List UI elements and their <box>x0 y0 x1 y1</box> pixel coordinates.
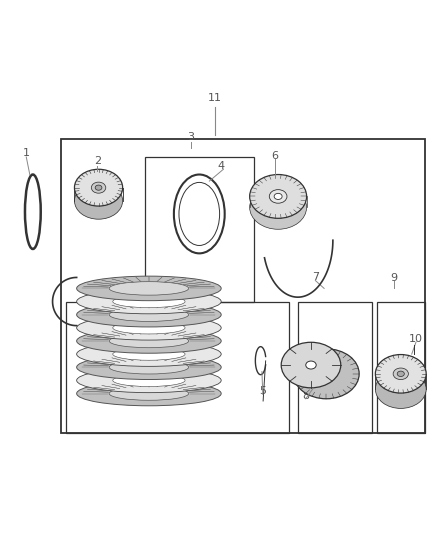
Text: 10: 10 <box>409 334 423 344</box>
Ellipse shape <box>77 355 221 379</box>
Ellipse shape <box>91 182 106 193</box>
Text: 6: 6 <box>272 151 279 161</box>
Ellipse shape <box>77 381 221 406</box>
Ellipse shape <box>375 354 426 393</box>
Text: 1: 1 <box>23 148 30 158</box>
Ellipse shape <box>109 308 189 321</box>
Ellipse shape <box>113 348 185 360</box>
Ellipse shape <box>95 185 102 190</box>
Ellipse shape <box>375 370 426 408</box>
Ellipse shape <box>113 295 185 308</box>
Text: 2: 2 <box>94 156 101 166</box>
Ellipse shape <box>323 371 330 376</box>
Text: 11: 11 <box>208 93 222 103</box>
Text: 3: 3 <box>187 132 194 142</box>
Ellipse shape <box>393 368 408 379</box>
Text: 5: 5 <box>259 386 266 397</box>
Ellipse shape <box>250 174 307 219</box>
Ellipse shape <box>77 302 221 327</box>
Ellipse shape <box>77 329 221 353</box>
Text: 4: 4 <box>218 161 225 171</box>
Ellipse shape <box>281 342 341 388</box>
Ellipse shape <box>250 185 307 229</box>
Ellipse shape <box>109 387 189 400</box>
Ellipse shape <box>109 281 189 295</box>
Text: 7: 7 <box>312 272 319 282</box>
Ellipse shape <box>77 276 221 301</box>
Ellipse shape <box>74 169 123 206</box>
Ellipse shape <box>77 342 221 366</box>
Ellipse shape <box>74 182 123 219</box>
Ellipse shape <box>77 368 221 393</box>
Ellipse shape <box>397 371 404 376</box>
Ellipse shape <box>109 360 189 374</box>
Ellipse shape <box>109 334 189 348</box>
Ellipse shape <box>113 374 185 386</box>
Ellipse shape <box>293 349 359 399</box>
Ellipse shape <box>306 361 316 369</box>
Text: 9: 9 <box>391 273 398 283</box>
Ellipse shape <box>113 322 185 334</box>
Ellipse shape <box>318 368 335 380</box>
Ellipse shape <box>77 289 221 314</box>
Ellipse shape <box>274 193 282 199</box>
Text: 8: 8 <box>302 391 309 401</box>
Ellipse shape <box>77 316 221 340</box>
Ellipse shape <box>269 190 287 203</box>
